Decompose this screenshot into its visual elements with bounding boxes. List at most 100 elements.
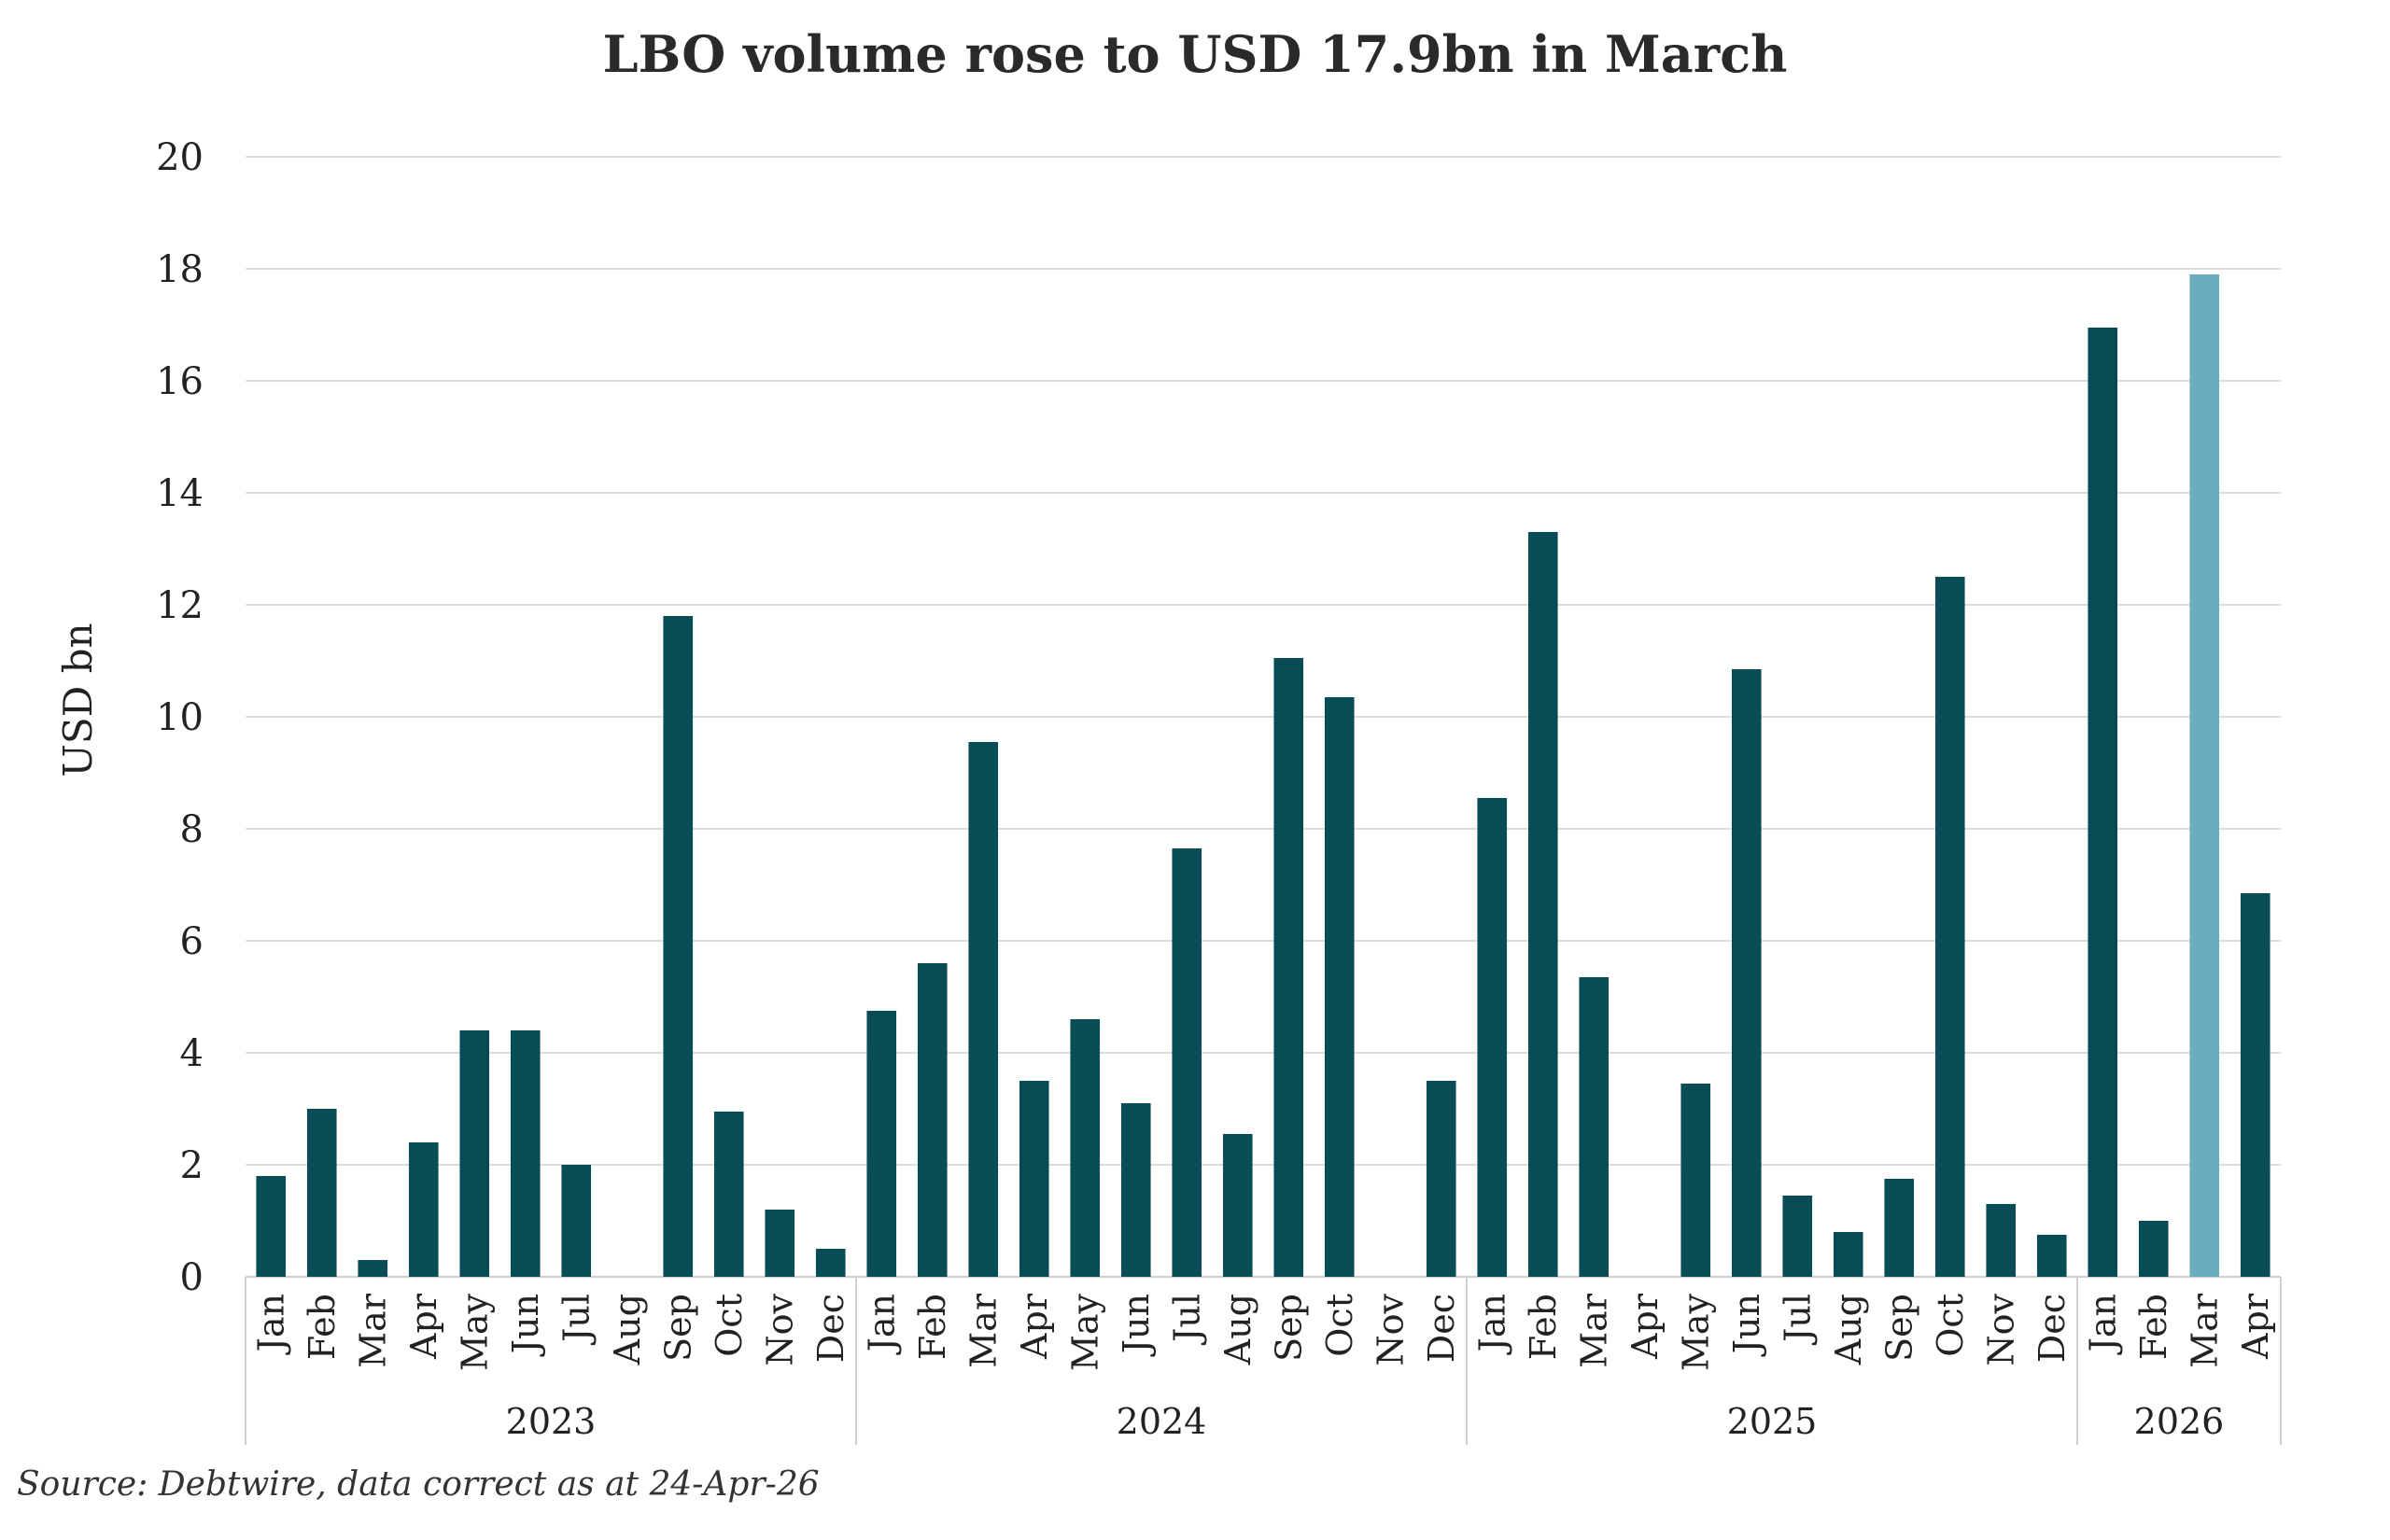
bar	[1782, 1196, 1813, 1277]
y-tick-label: 0	[180, 1256, 204, 1299]
x-tick-label: Jan	[250, 1294, 291, 1355]
x-tick-label: Jul	[1166, 1294, 1207, 1346]
x-tick-label: Oct	[1930, 1294, 1971, 1357]
bar	[866, 1011, 897, 1277]
bar	[1273, 658, 1304, 1277]
x-tick-label: Aug	[607, 1294, 648, 1365]
y-tick-label: 4	[180, 1032, 204, 1075]
bar	[815, 1249, 846, 1277]
bar	[408, 1142, 439, 1277]
gridlines	[246, 156, 2281, 1278]
x-tick-label: Apr	[1624, 1293, 1666, 1360]
x-tick-label: Apr	[403, 1293, 444, 1360]
x-tick-label: Aug	[1217, 1294, 1258, 1365]
bar	[2189, 274, 2220, 1277]
y-tick-label: 18	[156, 248, 204, 291]
bar	[1222, 1134, 1253, 1277]
bar	[2138, 1221, 2169, 1277]
x-tick-label: Mar	[1573, 1293, 1614, 1368]
x-tick-label: Feb	[2133, 1294, 2174, 1360]
bar	[510, 1030, 541, 1277]
y-tick-label: 16	[156, 360, 204, 403]
x-tick-label: Nov	[759, 1293, 800, 1365]
x-tick-label: Dec	[810, 1294, 851, 1363]
x-tick-label: Sep	[1268, 1294, 1309, 1362]
x-tick-label: Dec	[2032, 1294, 2073, 1363]
x-tick-label: Apr	[1014, 1293, 1055, 1360]
bar	[256, 1176, 287, 1277]
x-tick-label: Dec	[1421, 1294, 1462, 1363]
x-tick-label: Sep	[1878, 1294, 1919, 1362]
bar	[1884, 1179, 1915, 1277]
bar	[1477, 798, 1508, 1277]
bar	[2088, 328, 2118, 1277]
bar	[1527, 532, 1558, 1277]
source-note: Source: Debtwire, data correct as at 24-…	[17, 1465, 820, 1504]
x-tick-label: Jan	[861, 1294, 902, 1355]
x-tick-label: Mar	[352, 1293, 393, 1368]
year-label: 2023	[506, 1401, 597, 1442]
bar	[459, 1030, 490, 1277]
year-label: 2024	[1117, 1401, 1207, 1442]
x-tick-label: May	[1675, 1293, 1716, 1371]
bar	[561, 1165, 592, 1277]
bar	[1833, 1232, 1863, 1277]
x-tick-label: Nov	[1370, 1293, 1411, 1365]
bar	[1680, 1084, 1711, 1277]
bar	[1426, 1081, 1456, 1277]
bar	[2036, 1235, 2067, 1277]
bar	[968, 742, 999, 1277]
x-tick-label: Mar	[963, 1293, 1004, 1368]
year-label: 2026	[2134, 1401, 2225, 1442]
x-tick-label: Apr	[2235, 1293, 2276, 1360]
x-tick-label: Jul	[1777, 1294, 1818, 1346]
x-tick-label: Aug	[1828, 1294, 1869, 1365]
bar	[713, 1112, 744, 1277]
x-axis: Jan Feb Mar Apr May Jun Jul Aug Sep Oct Nov Dec2023…	[245, 1277, 2282, 1445]
y-axis-ticks: 0 2 4 6 8 10 12 14 16 18 20	[156, 136, 204, 1299]
x-tick-label: Feb	[302, 1294, 343, 1360]
x-tick-label: Jun	[505, 1294, 546, 1357]
x-tick-label: May	[1064, 1293, 1105, 1371]
x-tick-label: May	[454, 1293, 495, 1371]
bars	[256, 274, 2270, 1277]
x-tick-label: Feb	[912, 1294, 953, 1360]
bar	[1731, 669, 1762, 1277]
bar	[358, 1260, 388, 1277]
bar	[1120, 1103, 1151, 1277]
bar	[2240, 893, 2270, 1277]
x-tick-label: Oct	[1319, 1294, 1360, 1357]
bar	[1986, 1204, 2017, 1277]
bar	[917, 963, 948, 1277]
x-tick-label: Oct	[709, 1294, 750, 1357]
x-tick-label: Sep	[657, 1294, 698, 1362]
chart-title: LBO volume rose to USD 17.9bn in March	[602, 24, 1788, 84]
bar	[1324, 697, 1355, 1277]
x-tick-label: Jul	[555, 1294, 597, 1346]
bar	[663, 616, 694, 1277]
bar	[306, 1109, 337, 1277]
x-tick-label: Mar	[2184, 1293, 2225, 1368]
bar	[1172, 848, 1202, 1277]
y-tick-label: 12	[156, 584, 204, 627]
bar	[1934, 577, 1965, 1277]
bar	[1070, 1019, 1101, 1277]
x-tick-label: Jan	[2082, 1294, 2123, 1355]
x-tick-label: Nov	[1980, 1293, 2021, 1365]
y-tick-label: 2	[180, 1144, 204, 1187]
bar	[765, 1210, 795, 1277]
x-tick-label: Jun	[1726, 1294, 1767, 1357]
y-tick-label: 8	[180, 808, 204, 851]
x-tick-label: Feb	[1523, 1294, 1564, 1360]
x-tick-label: Jan	[1471, 1294, 1512, 1355]
year-label: 2025	[1727, 1401, 1818, 1442]
bar	[1019, 1081, 1049, 1277]
x-tick-label: Jun	[1116, 1294, 1157, 1357]
y-tick-label: 14	[156, 472, 204, 515]
y-tick-label: 10	[156, 696, 204, 739]
y-axis-label: USD bn	[55, 623, 101, 777]
y-tick-label: 20	[156, 136, 204, 179]
bar	[1579, 977, 1610, 1277]
y-tick-label: 6	[180, 920, 204, 963]
